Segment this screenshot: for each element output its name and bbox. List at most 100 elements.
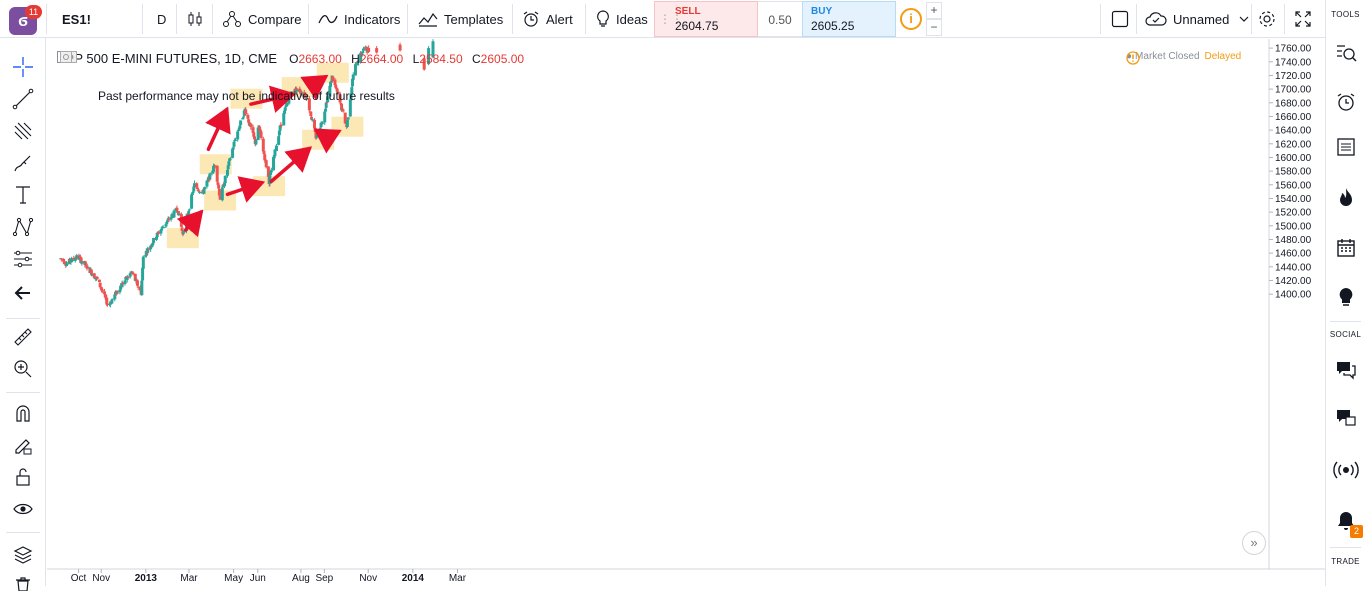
top-toolbar: ϭ 11 ES1! D Compare Indicators Templates… (0, 0, 1364, 38)
hotlists-button[interactable] (1333, 184, 1359, 210)
candle-up (277, 136, 281, 145)
compare-button[interactable]: Compare (222, 0, 301, 38)
candle-up (165, 221, 169, 225)
candle-down (375, 48, 379, 53)
private-chats-button[interactable] (1333, 405, 1359, 431)
candle-up (254, 140, 258, 145)
sell-button[interactable]: ⋮⋮ SELL 2604.75 (654, 1, 758, 37)
candle-down (364, 46, 368, 51)
candle-up (324, 102, 328, 108)
candle-up (146, 248, 150, 253)
candle-down (130, 271, 134, 274)
alerts-panel-button[interactable] (1333, 89, 1359, 115)
candle-up (223, 175, 227, 184)
candle-up (191, 192, 195, 194)
settings-button[interactable] (1257, 0, 1277, 38)
watchlist-button[interactable] (1333, 40, 1359, 66)
indicators-button[interactable]: Indicators (318, 0, 400, 38)
interval-button[interactable]: D (157, 0, 166, 38)
fullscreen-toggle-button[interactable] (1111, 0, 1129, 38)
buy-button[interactable]: BUY 2605.25 (802, 1, 896, 37)
zoom-in-tool[interactable] (10, 356, 36, 382)
crosshair-tool[interactable] (10, 54, 36, 80)
candle-up (80, 261, 84, 264)
info-icon[interactable]: i (900, 8, 922, 30)
social-label: SOCIAL (1329, 330, 1362, 339)
price-chart[interactable]: 1400.00 1420.00 1440.00 1460.00 1480.00 1500.… (47, 39, 1325, 586)
drag-handle-icon[interactable]: ⋮⋮ (659, 12, 683, 26)
pitchfork-tool[interactable] (10, 118, 36, 144)
candle-down (215, 165, 219, 182)
chats-button[interactable] (1333, 357, 1359, 383)
warning-icon[interactable] (1126, 51, 1140, 65)
candle-up (113, 294, 117, 300)
candle-up (427, 48, 431, 65)
chart-style-button[interactable] (187, 0, 203, 38)
time-tick-label: Jun (250, 573, 266, 584)
trend-arrow (249, 85, 296, 113)
ideas-button[interactable]: Ideas (596, 0, 648, 38)
hide-drawings-tool[interactable] (10, 496, 36, 522)
candle-up (190, 194, 194, 209)
hide-toolbar-button[interactable] (10, 280, 36, 306)
candle-down (157, 232, 161, 234)
prediction-tool[interactable] (10, 246, 36, 272)
object-tree-tool[interactable] (10, 542, 36, 568)
price-tick-label: 1560.00 (1275, 180, 1312, 191)
lock-drawings-tool[interactable] (10, 464, 36, 490)
symbol-search-button[interactable]: ES1! (62, 0, 91, 38)
candle-up (73, 258, 77, 261)
candle-down (258, 129, 262, 133)
compare-label: Compare (248, 11, 302, 27)
gear-icon[interactable] (60, 51, 72, 63)
candle-down (309, 111, 313, 117)
candle-down (83, 260, 87, 265)
streams-button[interactable] (1333, 457, 1359, 483)
time-tick-label: Nov (359, 573, 377, 584)
close-value: 2605.00 (480, 51, 525, 66)
stay-in-drawing-tool[interactable] (10, 432, 36, 458)
candle-up (272, 155, 276, 159)
delay-label: Delayed (1204, 51, 1242, 62)
scroll-to-realtime-button[interactable]: » (1242, 531, 1266, 555)
pattern-tool[interactable] (10, 214, 36, 240)
series-legend: S&P 500 E-MINI FUTURES, 1D, CME O2663.00… (57, 51, 524, 66)
templates-button[interactable]: Templates (418, 0, 503, 38)
magnet-tool[interactable] (10, 400, 36, 426)
candle-down (156, 232, 160, 234)
candle-up (75, 255, 79, 259)
decrease-quantity-button[interactable]: − (926, 19, 942, 36)
ideas-stream-button[interactable] (1333, 284, 1359, 310)
candle-up (190, 193, 194, 195)
market-status: ● Market Closed Delayed (1126, 51, 1242, 65)
calendar-button[interactable] (1333, 235, 1359, 261)
data-window-button[interactable] (1333, 134, 1359, 160)
candle-up (198, 191, 202, 193)
candle-up (128, 273, 132, 277)
increase-quantity-button[interactable]: + (926, 2, 942, 19)
text-tool[interactable] (10, 182, 36, 208)
delete-drawings-tool[interactable] (10, 570, 36, 596)
alert-button[interactable]: Alert (522, 0, 573, 38)
divider (585, 4, 586, 34)
trend-line-tool[interactable] (10, 86, 36, 112)
candle-down (92, 273, 96, 278)
interval-label: D (157, 11, 167, 27)
pattern-icon (12, 217, 34, 237)
chart-area[interactable]: 1400.00 1420.00 1440.00 1460.00 1480.00 1500.… (47, 39, 1325, 586)
layout-menu-button[interactable]: Unnamed (1145, 0, 1251, 38)
candle-down (217, 184, 221, 189)
candle-down (62, 261, 66, 264)
candle-up (67, 261, 71, 264)
notification-count-badge: 2 (1350, 525, 1363, 538)
brush-tool[interactable] (10, 150, 36, 176)
expand-button[interactable] (1294, 0, 1312, 38)
candle-down (100, 289, 104, 292)
candle-down (136, 286, 140, 288)
candle-up (70, 258, 74, 263)
low-key: L (412, 51, 420, 66)
candle-up (351, 78, 355, 87)
candle-down (253, 136, 257, 139)
measure-tool[interactable] (10, 324, 36, 350)
divider (1136, 4, 1137, 34)
